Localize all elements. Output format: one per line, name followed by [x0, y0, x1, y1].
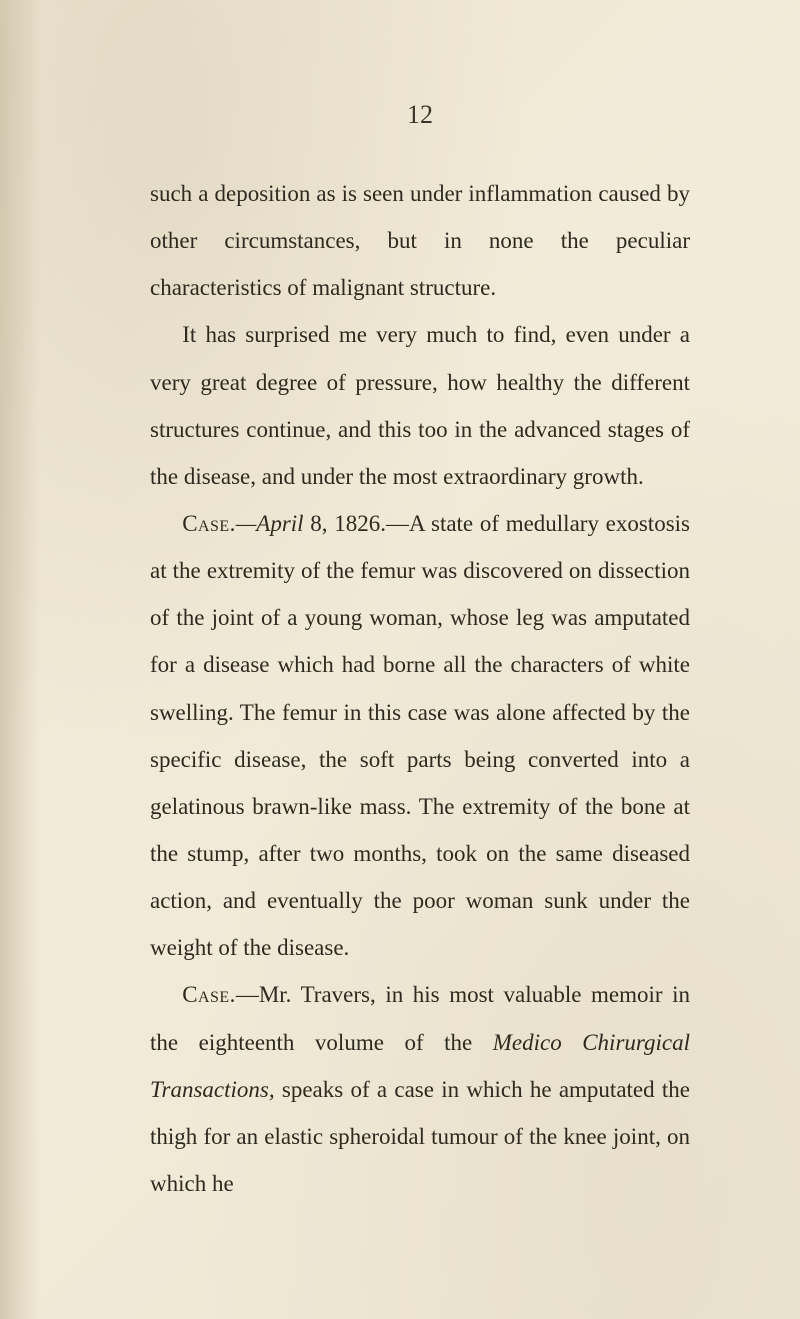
case-label: Case. — [182, 511, 236, 536]
paragraph-1: such a deposition as is seen under infla… — [150, 170, 690, 311]
page-number: 12 — [150, 100, 690, 130]
body-text: such a deposition as is seen under infla… — [150, 170, 690, 1207]
case-label: Case. — [182, 982, 236, 1007]
paragraph-3: Case.—April 8, 1826.—A state of medullar… — [150, 500, 690, 971]
paragraph-2: It has surprised me very much to find, e… — [150, 311, 690, 500]
case-date: —April — [236, 511, 304, 536]
paragraph-4: Case.—Mr. Travers, in his most valuable … — [150, 971, 690, 1207]
paragraph-3-body: 8, 1826.—A state of medullary exostosis … — [150, 511, 690, 960]
document-page: 12 such a deposition as is seen under in… — [0, 0, 800, 1319]
